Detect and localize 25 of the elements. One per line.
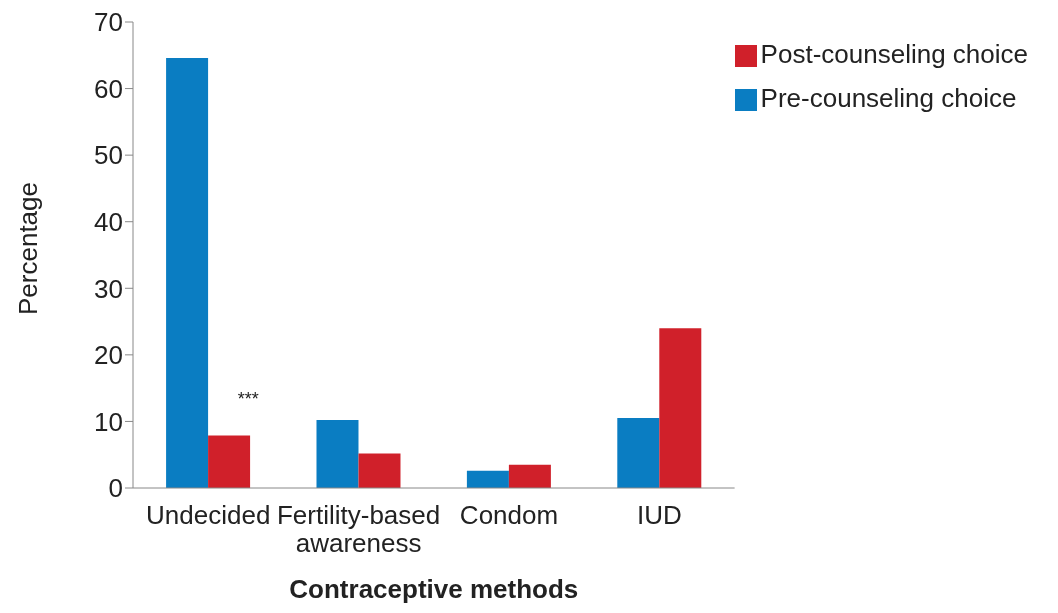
legend-label: Post-counseling choice (760, 39, 1028, 69)
bar (508, 464, 551, 488)
bar (208, 435, 251, 488)
y-tick-label: 40 (94, 206, 123, 237)
y-tick-label: 10 (94, 406, 123, 437)
bar (466, 470, 509, 488)
x-tick-label: Condom (459, 500, 559, 530)
y-axis-title: Percentage (13, 182, 44, 315)
bar (166, 57, 209, 488)
bar (316, 420, 359, 488)
annotation: *** (237, 388, 259, 409)
y-tick-label: 70 (94, 7, 123, 38)
y-tick-label: 60 (94, 73, 123, 104)
legend-label: Pre-counseling choice (760, 83, 1017, 113)
x-tick-label: Undecided (146, 500, 271, 530)
x-axis-title: Contraceptive methods (289, 574, 579, 604)
y-tick-label: 0 (108, 473, 123, 504)
y-tick-label: 30 (94, 273, 123, 304)
bar (617, 418, 660, 488)
bar (358, 453, 401, 488)
y-tick-label: 50 (94, 140, 123, 171)
y-tick-label: 20 (94, 340, 123, 371)
x-tick-label: IUD (637, 500, 682, 530)
x-tick-label: Fertility-based awareness (276, 500, 441, 558)
bar (659, 328, 702, 488)
